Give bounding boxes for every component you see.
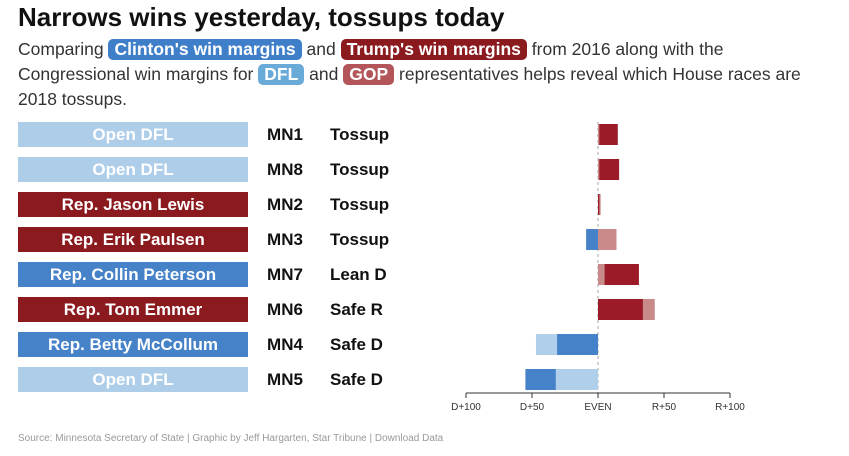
chart-subtitle: Comparing Clinton's win margins and Trum… [18,37,833,112]
legend-clinton-pill: Clinton's win margins [108,39,302,60]
legend-dfl-pill: DFL [258,64,305,85]
presidential-margin-bar [557,334,598,355]
x-tick-label: D+100 [451,402,481,413]
rating-label: Tossup [330,160,390,179]
race-row: Rep. Betty McCollum MN4 Safe D [18,332,438,357]
subtitle-text: and [309,64,339,84]
rating-label: Safe D [330,335,383,354]
race-row: Rep. Tom Emmer MN6 Safe R [18,297,438,322]
race-row: Rep. Collin Peterson MN7 Lean D [18,262,438,287]
congressional-margin-bar [555,369,598,390]
subtitle-text: and [306,39,336,59]
district-label: MN8 [267,160,303,179]
district-label: MN5 [267,370,303,389]
presidential-margin-bar [586,229,598,250]
subtitle-text: from 2016 along with the Congressional w… [18,39,724,84]
race-row: Rep. Jason Lewis MN2 Tossup [18,192,438,217]
district-label: MN6 [267,300,303,319]
rating-label: Lean D [330,265,387,284]
presidential-margin-bar [598,194,600,215]
rating-label: Tossup [330,195,390,214]
representative-label: Rep. Erik Paulsen [18,227,248,252]
representative-label: Rep. Jason Lewis [18,192,248,217]
representative-label: Rep. Collin Peterson [18,262,248,287]
presidential-margin-bar [598,264,639,285]
representative-label: Open DFL [18,122,248,147]
chart-title: Narrows wins yesterday, tossups today [18,2,505,32]
x-tick-label: EVEN [584,402,611,413]
rating-label: Tossup [330,230,390,249]
source-line: Source: Minnesota Secretary of State | G… [18,433,444,444]
race-row: Open DFL MN1 Tossup [18,122,438,147]
district-label: MN7 [267,265,303,284]
presidential-margin-bar [598,159,620,180]
rating-label: Safe D [330,370,383,389]
rating-label: Tossup [330,125,390,144]
congressional-margin-bar [598,264,605,285]
representative-label: Rep. Betty McCollum [18,332,248,357]
district-label: MN1 [267,125,303,144]
subtitle-text: representatives helps reveal which House… [18,64,801,109]
district-label: MN2 [267,195,303,214]
x-tick-label: D+50 [520,402,545,413]
congressional-margin-bar [598,229,617,250]
representative-label: Open DFL [18,157,248,182]
congressional-margin-bar [598,124,600,145]
district-label: MN3 [267,230,303,249]
race-row: Rep. Erik Paulsen MN3 Tossup [18,227,438,252]
representative-label: Rep. Tom Emmer [18,297,248,322]
congressional-margin-bar [598,159,600,180]
subtitle-text: Comparing [18,39,104,59]
district-label: MN4 [267,335,303,354]
x-tick-label: R+50 [652,402,677,413]
rating-label: Safe R [330,300,383,319]
race-row: Open DFL MN8 Tossup [18,157,438,182]
race-row: Open DFL MN5 Safe D [18,367,438,392]
legend-gop-pill: GOP [343,64,395,85]
legend-trump-pill: Trump's win margins [340,39,527,60]
presidential-margin-bar [598,124,618,145]
x-tick-label: R+100 [715,402,745,413]
representative-label: Open DFL [18,367,248,392]
presidential-margin-bar [598,299,643,320]
